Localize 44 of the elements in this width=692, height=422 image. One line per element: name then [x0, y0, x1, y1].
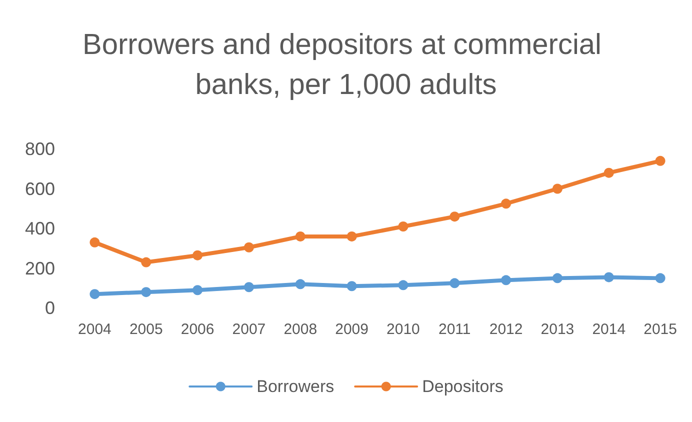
x-tick-label: 2004: [78, 321, 112, 338]
legend-label: Depositors: [422, 377, 504, 396]
point: [346, 231, 357, 242]
point: [552, 273, 562, 284]
y-tick-label: 800: [24, 139, 55, 159]
y-tick-label: 200: [24, 258, 55, 278]
x-tick-label: 2015: [644, 321, 677, 338]
point: [450, 212, 460, 222]
x-tick-label: 2007: [232, 321, 266, 338]
point: [90, 237, 100, 248]
point: [398, 280, 408, 290]
point: [244, 242, 254, 252]
point: [192, 250, 203, 260]
point: [604, 272, 614, 282]
chart-title: Borrowers and depositors at commercial banks, per 1,000 adults: [82, 29, 610, 101]
point: [141, 287, 152, 298]
point: [501, 198, 512, 209]
point: [450, 278, 460, 288]
point: [552, 184, 562, 194]
point: [655, 156, 666, 166]
y-tick-label: 0: [44, 298, 55, 318]
point: [346, 281, 357, 292]
point: [398, 222, 408, 232]
x-tick-label: 2012: [489, 321, 523, 338]
point: [295, 231, 306, 242]
x-tick-label: 2009: [335, 321, 368, 338]
y-tick-label: 400: [24, 218, 55, 238]
x-tick-label: 2011: [438, 321, 471, 338]
point: [141, 257, 152, 268]
point: [192, 285, 203, 296]
legend-label: Borrowers: [256, 377, 334, 396]
point: [90, 289, 100, 300]
x-tick-label: 2010: [386, 321, 420, 338]
point: [655, 273, 666, 284]
x-tick-label: 2013: [540, 321, 574, 338]
x-tick-label: 2014: [592, 321, 626, 338]
x-tick-label: 2006: [180, 321, 214, 338]
y-tick-label: 600: [24, 178, 55, 199]
point: [604, 168, 614, 178]
point: [244, 282, 254, 292]
point: [501, 275, 512, 286]
x-tick-label: 2005: [129, 321, 163, 338]
x-tick-label: 2008: [284, 321, 318, 338]
point: [295, 279, 306, 290]
